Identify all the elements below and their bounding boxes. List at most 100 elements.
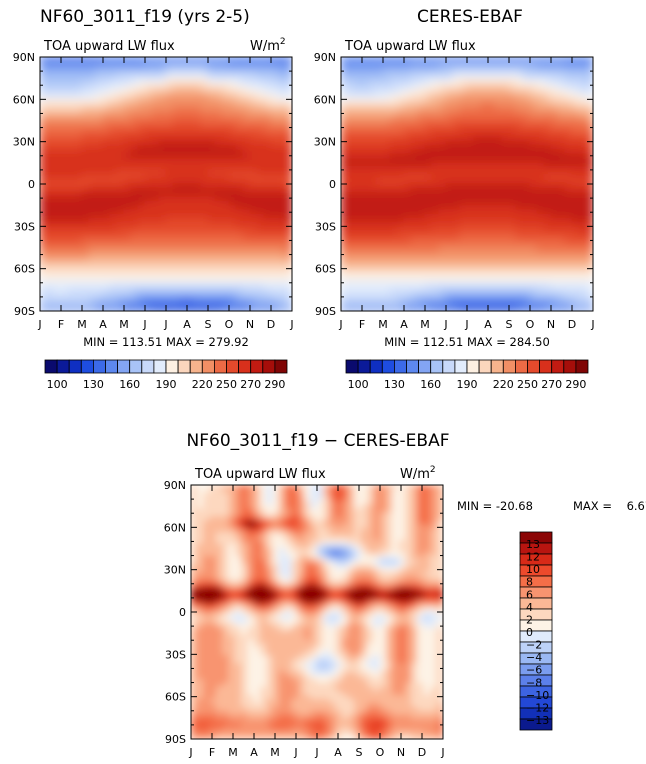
field-cell (515, 103, 524, 109)
field-cell (209, 520, 217, 526)
field-cell (501, 111, 510, 117)
field-cell (172, 251, 181, 257)
field-cell (172, 293, 181, 299)
field-cell (347, 238, 356, 244)
field-cell (40, 289, 48, 295)
field-cell (543, 57, 552, 62)
field-cell (88, 225, 97, 232)
field-cell (179, 213, 188, 219)
field-cell (373, 504, 381, 510)
field-cell (424, 132, 433, 138)
field-cell (508, 200, 517, 206)
field-cell (403, 297, 412, 304)
field-cell (529, 276, 538, 282)
field-cell (193, 153, 202, 160)
field-cell (214, 111, 223, 117)
field-cell (438, 69, 447, 75)
field-cell (40, 251, 48, 257)
field-cell (361, 293, 370, 299)
field-cell (557, 272, 566, 278)
field-cell (186, 149, 195, 155)
field-cell (529, 94, 538, 100)
field-cell (249, 158, 258, 164)
field-cell (354, 524, 362, 530)
field-cell (366, 512, 375, 518)
field-cell (270, 175, 279, 181)
field-cell (550, 111, 559, 117)
field-cell (578, 280, 587, 287)
field-cell (109, 285, 118, 291)
field-cell (228, 297, 237, 304)
field-cell (165, 259, 174, 265)
field-cell (550, 272, 559, 278)
field-cell (193, 285, 202, 291)
field-cell (473, 306, 482, 311)
field-cell (221, 175, 230, 181)
field-cell (88, 306, 97, 311)
field-cell (543, 263, 552, 270)
field-cell (396, 128, 405, 134)
field-cell (508, 141, 517, 147)
field-cell (95, 200, 104, 206)
field-cell (452, 268, 461, 274)
field-cell (403, 268, 412, 274)
field-cell (249, 162, 258, 168)
field-cell (417, 90, 426, 96)
field-cell (200, 183, 209, 189)
field-cell (501, 158, 510, 164)
field-cell (291, 508, 299, 514)
field-cell (214, 124, 223, 130)
field-cell (361, 183, 370, 189)
field-cell (410, 221, 419, 227)
field-cell (242, 213, 251, 219)
field-cell (515, 111, 524, 117)
field-cell (424, 69, 433, 75)
colorbar-swatch (80, 359, 94, 374)
field-cell (375, 293, 384, 299)
field-cell (494, 141, 503, 147)
field-cell (368, 107, 377, 113)
field-cell (74, 306, 83, 311)
field-cell (203, 492, 211, 498)
field-cell (410, 145, 419, 151)
field-cell (158, 90, 167, 96)
field-cell (158, 166, 167, 172)
field-cell (487, 141, 496, 147)
field-cell (466, 302, 475, 308)
field-cell (235, 187, 244, 193)
field-cell (564, 242, 573, 248)
field-cell (249, 132, 258, 138)
x-tick-label: J (338, 318, 342, 331)
field-cell (515, 98, 524, 105)
field-cell (494, 158, 503, 164)
field-cell (247, 492, 255, 498)
field-cell (564, 115, 573, 121)
field-cell (487, 225, 496, 232)
field-cell (536, 225, 545, 232)
field-cell (88, 280, 97, 287)
field-cell (557, 230, 566, 236)
field-cell (508, 77, 517, 83)
field-cell (53, 289, 62, 295)
field-cell (240, 496, 249, 502)
field-cell (137, 73, 146, 79)
field-cell (375, 268, 384, 274)
field-cell (179, 107, 188, 113)
field-cell (396, 136, 405, 143)
colorbar-swatch (393, 359, 407, 374)
field-cell (445, 115, 454, 121)
field-cell (95, 242, 104, 248)
field-cell (487, 306, 496, 311)
field-cell (235, 98, 244, 105)
field-cell (578, 94, 587, 100)
field-cell (522, 81, 531, 88)
field-cell (207, 77, 216, 83)
field-cell (382, 153, 391, 160)
field-cell (95, 297, 104, 304)
field-cell (193, 242, 202, 248)
field-cell (347, 255, 356, 261)
field-cell (109, 208, 118, 215)
field-cell (256, 145, 265, 151)
field-cell (137, 280, 146, 287)
field-cell (571, 204, 580, 210)
